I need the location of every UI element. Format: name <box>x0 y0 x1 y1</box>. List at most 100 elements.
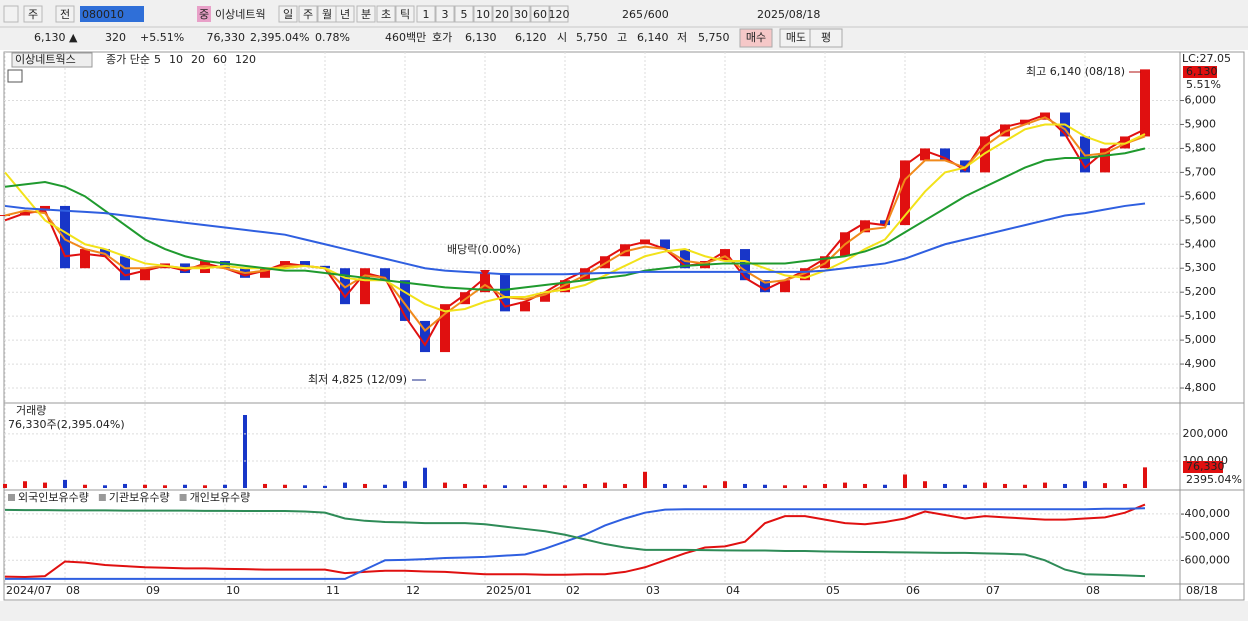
trade-label[interactable]: 매도 <box>786 31 806 44</box>
toolbar-button[interactable] <box>454 5 474 23</box>
scrollbar[interactable] <box>0 601 1248 621</box>
ma-line <box>4 123 1146 313</box>
y-tick-label: 5,700 <box>1185 165 1217 178</box>
toolbar-button[interactable] <box>335 5 355 23</box>
ma-line <box>4 147 1146 291</box>
toolbar-button[interactable] <box>416 5 436 23</box>
quote-value: 6,140 <box>637 31 669 44</box>
trade-label[interactable]: 평 <box>821 31 831 44</box>
toolbar-label[interactable]: 주 <box>303 8 313 21</box>
toolbar-label[interactable]: 1 <box>423 8 430 21</box>
volume-bar <box>383 484 387 488</box>
toolbar-label[interactable]: 20 <box>495 8 509 21</box>
volume-bar <box>863 483 867 488</box>
volume-bar <box>123 483 127 488</box>
toolbar-label[interactable]: 120 <box>549 8 570 21</box>
legend-entry: 5 <box>154 53 161 66</box>
volume-bar <box>723 481 727 488</box>
toolbar-button[interactable] <box>376 5 396 23</box>
toolbar-label[interactable]: 일 <box>283 7 293 21</box>
volume-bar <box>3 483 7 488</box>
volume-bar <box>263 483 267 488</box>
legend-title: 이상네트웍스 <box>15 53 76 66</box>
legend-entry: 60 <box>213 53 227 66</box>
trade-button[interactable] <box>739 28 773 48</box>
toolbar-button[interactable] <box>492 5 512 23</box>
y-tick-label: 200,000 <box>1183 427 1229 440</box>
trade-label[interactable]: 매수 <box>746 31 766 44</box>
volume-bar <box>763 484 767 488</box>
toolbar-label[interactable]: 265 <box>622 8 643 21</box>
toolbar-button[interactable] <box>473 5 493 23</box>
toolbar-button[interactable] <box>298 5 318 23</box>
volume-bar <box>743 483 747 488</box>
volume-bar <box>843 482 847 488</box>
toolbar-button[interactable] <box>23 5 43 23</box>
toolbar-button[interactable] <box>530 5 550 23</box>
axis-label: 6,130 <box>1186 65 1218 78</box>
toolbar-button[interactable] <box>55 5 75 23</box>
candle <box>1000 124 1010 137</box>
y-tick-label: 5,200 <box>1185 285 1217 298</box>
candle <box>1140 69 1150 137</box>
volume-bar <box>1083 481 1087 488</box>
toolbar-label[interactable]: 년 <box>340 8 350 21</box>
toolbar-label[interactable]: 분 <box>361 8 371 21</box>
toolbar-label[interactable]: 5 <box>461 8 468 21</box>
toolbar-label[interactable]: 중 <box>199 8 209 21</box>
legend-swatch <box>98 494 106 501</box>
toolbar-button[interactable] <box>549 5 569 23</box>
volume-bar <box>683 484 687 488</box>
candle <box>620 244 630 257</box>
volume-bar <box>323 485 327 488</box>
volume-bar <box>1023 484 1027 488</box>
volume-bar <box>243 415 247 488</box>
volume-bar <box>1103 483 1107 488</box>
legend-entry: 120 <box>235 53 256 66</box>
volume-bar <box>223 484 227 488</box>
panel-subtitle: 76,330주(2,395.04%) <box>8 418 125 431</box>
candle <box>720 249 730 262</box>
toolbar-button[interactable] <box>278 5 298 23</box>
toolbar-label: 이상네트웍 <box>215 8 266 21</box>
candle <box>500 273 510 312</box>
volume-bar <box>203 485 207 488</box>
toolbar-label[interactable]: 주 <box>28 8 38 21</box>
toolbar-label[interactable]: 10 <box>476 8 490 21</box>
toolbar-label: 2025/08/18 <box>757 8 820 21</box>
x-tick-label: 06 <box>906 584 920 597</box>
toolbar-label[interactable]: 틱 <box>400 8 410 21</box>
volume-bar <box>563 485 567 488</box>
volume-bar <box>283 484 287 488</box>
y-tick-label: 6,000 <box>1185 94 1217 107</box>
trade-button[interactable] <box>809 28 843 48</box>
toolbar-label[interactable]: 080010 <box>82 8 124 21</box>
toolbar-label[interactable]: 60 <box>533 8 547 21</box>
x-tick-label: 12 <box>406 584 420 597</box>
toolbar-label[interactable]: 초 <box>381 8 391 21</box>
y-tick-label: -400,000 <box>1181 507 1230 520</box>
menu-icon[interactable] <box>3 5 19 23</box>
toolbar-label[interactable]: 3 <box>442 8 449 21</box>
toolbar-label[interactable]: 전 <box>60 8 70 21</box>
holding-line <box>4 503 1146 579</box>
toolbar-label[interactable]: 30 <box>514 8 528 21</box>
annotation: 최저 4,825 (12/09) <box>308 373 407 386</box>
candle <box>260 268 270 278</box>
x-tick-label: 10 <box>226 584 240 597</box>
code-input[interactable] <box>80 6 144 22</box>
toolbar-button[interactable] <box>395 5 415 23</box>
legend-entry: 개인보유수량 <box>190 491 251 504</box>
candle <box>1120 136 1130 149</box>
candle <box>560 280 570 293</box>
toolbar-label[interactable]: 월 <box>322 8 332 21</box>
toolbar-button[interactable] <box>356 5 376 23</box>
candle <box>200 261 210 274</box>
volume-bar <box>603 482 607 488</box>
volume-bar <box>443 482 447 488</box>
y-tick-label: 5,600 <box>1185 189 1217 202</box>
grid-icon[interactable] <box>7 69 23 83</box>
legend-box <box>11 52 93 68</box>
toolbar-button[interactable] <box>511 5 531 23</box>
toolbar-button[interactable] <box>435 5 455 23</box>
